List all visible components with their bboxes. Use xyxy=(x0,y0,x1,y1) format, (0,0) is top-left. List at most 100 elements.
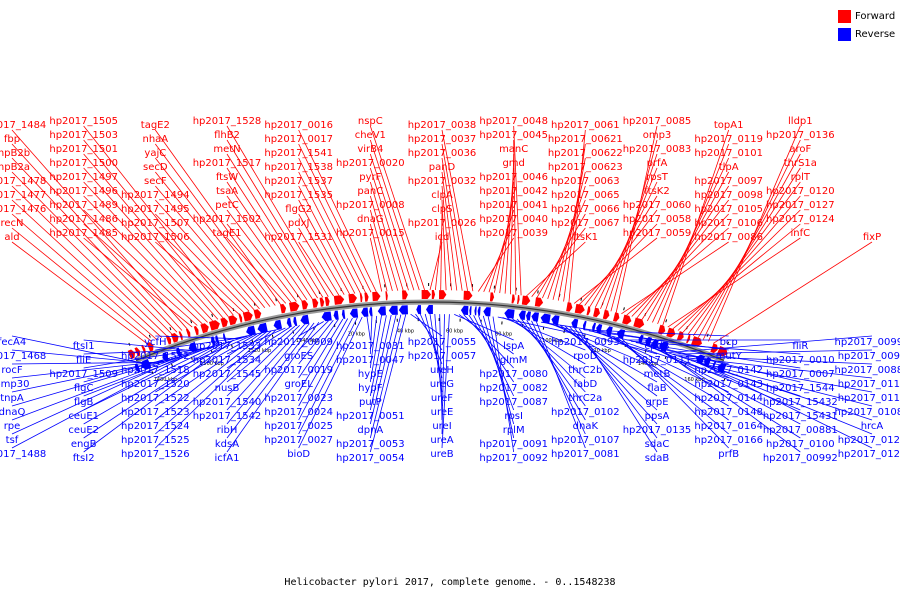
forward-gene-label: hp2017_1496 xyxy=(49,186,118,197)
forward-gene-30 xyxy=(431,290,436,299)
reverse-leader-line xyxy=(298,318,349,407)
forward-gene-label: virB4 xyxy=(357,144,383,155)
forward-leader-line xyxy=(552,171,586,300)
reverse-leader-line xyxy=(298,319,339,379)
forward-gene-label: hp2017_0127 xyxy=(766,200,835,211)
reverse-leader-line xyxy=(298,316,363,449)
legend-label-reverse: Reverse xyxy=(855,28,896,40)
reverse-gene-24 xyxy=(426,305,433,314)
forward-leader-line xyxy=(226,195,303,301)
reverse-leader-line xyxy=(521,319,586,407)
forward-leader-line xyxy=(226,223,292,303)
forward-gene-19 xyxy=(312,298,319,308)
reverse-gene-label: hp2017_00881 xyxy=(763,425,838,436)
reverse-gene-22 xyxy=(398,305,408,315)
forward-gene-40 xyxy=(586,306,591,316)
forward-gene-label: prfA xyxy=(647,158,668,169)
reverse-gene-label: hp2017_0142 xyxy=(694,365,763,376)
forward-leader-line xyxy=(369,167,409,291)
forward-gene-42 xyxy=(602,309,610,320)
forward-leader-line xyxy=(657,143,730,325)
reverse-gene-29 xyxy=(483,307,491,317)
forward-gene-label: tagE2 xyxy=(141,120,170,131)
reverse-leader-line xyxy=(226,325,300,397)
reverse-leader-line xyxy=(621,338,729,449)
forward-leader-line xyxy=(547,185,586,300)
forward-gene-label: fbp xyxy=(4,134,20,145)
reverse-gene-label: hp2017_0091 xyxy=(479,439,548,450)
reverse-leader-line xyxy=(695,361,873,421)
reverse-gene-32 xyxy=(526,311,531,321)
reverse-leader-line xyxy=(560,324,658,397)
reverse-gene-label: hp2017_0081 xyxy=(551,449,620,460)
scale-label: 1480 kbp xyxy=(154,377,178,383)
reverse-gene-17 xyxy=(349,308,359,318)
forward-gene-7 xyxy=(185,328,191,338)
reverse-gene-label: hp2017_0144 xyxy=(694,393,763,404)
reverse-gene-label: icfA1 xyxy=(215,453,240,464)
reverse-gene-label: sdaB xyxy=(645,453,670,464)
forward-leader-line xyxy=(155,213,250,312)
reverse-leader-line xyxy=(155,334,253,379)
reverse-swatch-icon xyxy=(838,27,851,41)
reverse-gene-label: hp2017_0107 xyxy=(551,435,620,446)
forward-leader-line xyxy=(83,223,198,326)
reverse-gene-label: groEL xyxy=(285,379,314,390)
reverse-gene-18 xyxy=(361,307,369,317)
scale-tick xyxy=(190,320,193,324)
reverse-gene-label: rpoD xyxy=(573,351,598,362)
forward-gene-26 xyxy=(372,291,381,302)
reverse-gene-21 xyxy=(388,305,398,315)
reverse-leader-line xyxy=(226,326,291,369)
reverse-gene-label: hp2017_0113 xyxy=(838,393,900,404)
reverse-leader-line xyxy=(155,330,272,435)
reverse-leader-line xyxy=(369,316,373,355)
forward-leader-line xyxy=(369,181,404,291)
reverse-gene-label: hp2017_0010 xyxy=(766,355,835,366)
forward-gene-label: hp2017_0098 xyxy=(694,190,763,201)
forward-gene-label: nspC xyxy=(358,116,383,127)
reverse-leader-line xyxy=(616,337,729,435)
scale-tick xyxy=(623,307,625,311)
forward-leader-line xyxy=(369,209,393,292)
reverse-gene-34 xyxy=(540,313,551,324)
forward-leader-line xyxy=(226,139,324,298)
forward-gene-label: hp2017_0097 xyxy=(694,176,763,187)
forward-gene-23 xyxy=(348,293,357,304)
reverse-leader-line xyxy=(531,320,586,435)
forward-leader-line xyxy=(11,157,178,333)
forward-leader-line xyxy=(83,195,208,323)
forward-leader-line xyxy=(298,129,377,292)
reverse-leader-line xyxy=(298,319,334,365)
reverse-leader-line xyxy=(463,314,514,369)
forward-gene-43 xyxy=(613,312,620,322)
forward-gene-label: tlpA xyxy=(719,162,739,173)
forward-leader-line xyxy=(298,241,334,297)
reverse-gene-label: omp30 xyxy=(0,379,29,390)
reverse-gene-label: ycfH xyxy=(144,337,166,348)
forward-gene-label: hp2017_1501 xyxy=(49,144,118,155)
reverse-gene-label: hp2017_1518 xyxy=(121,365,190,376)
forward-gene-label: hp2017_1478 xyxy=(0,176,46,187)
reverse-leader-line xyxy=(535,321,586,449)
reverse-gene-label: hp2017_0054 xyxy=(336,453,405,464)
reverse-leader-line xyxy=(11,352,192,449)
forward-leader-line xyxy=(226,181,308,301)
forward-leader-line xyxy=(155,199,255,311)
reverse-gene-label: hp2017_1532 xyxy=(121,351,190,362)
forward-leader-line xyxy=(155,143,276,306)
reverse-leader-line xyxy=(584,329,729,337)
reverse-leader-line xyxy=(11,356,179,407)
reverse-leader-line xyxy=(640,343,801,383)
forward-gene-38 xyxy=(566,302,573,312)
forward-gene-label: hp2017_0040 xyxy=(479,214,548,225)
forward-gene-label: hp2017_1505 xyxy=(49,116,118,127)
reverse-gene-label: hp2017_0082 xyxy=(479,383,548,394)
forward-leader-line xyxy=(226,209,297,302)
forward-leader-line xyxy=(226,167,313,300)
forward-leader-line xyxy=(513,125,522,296)
reverse-gene-label: hp2017_1520 xyxy=(121,379,190,390)
reverse-leader-line xyxy=(700,363,873,435)
forward-gene-label: aroF xyxy=(789,144,811,155)
forward-leader-line xyxy=(667,237,801,328)
